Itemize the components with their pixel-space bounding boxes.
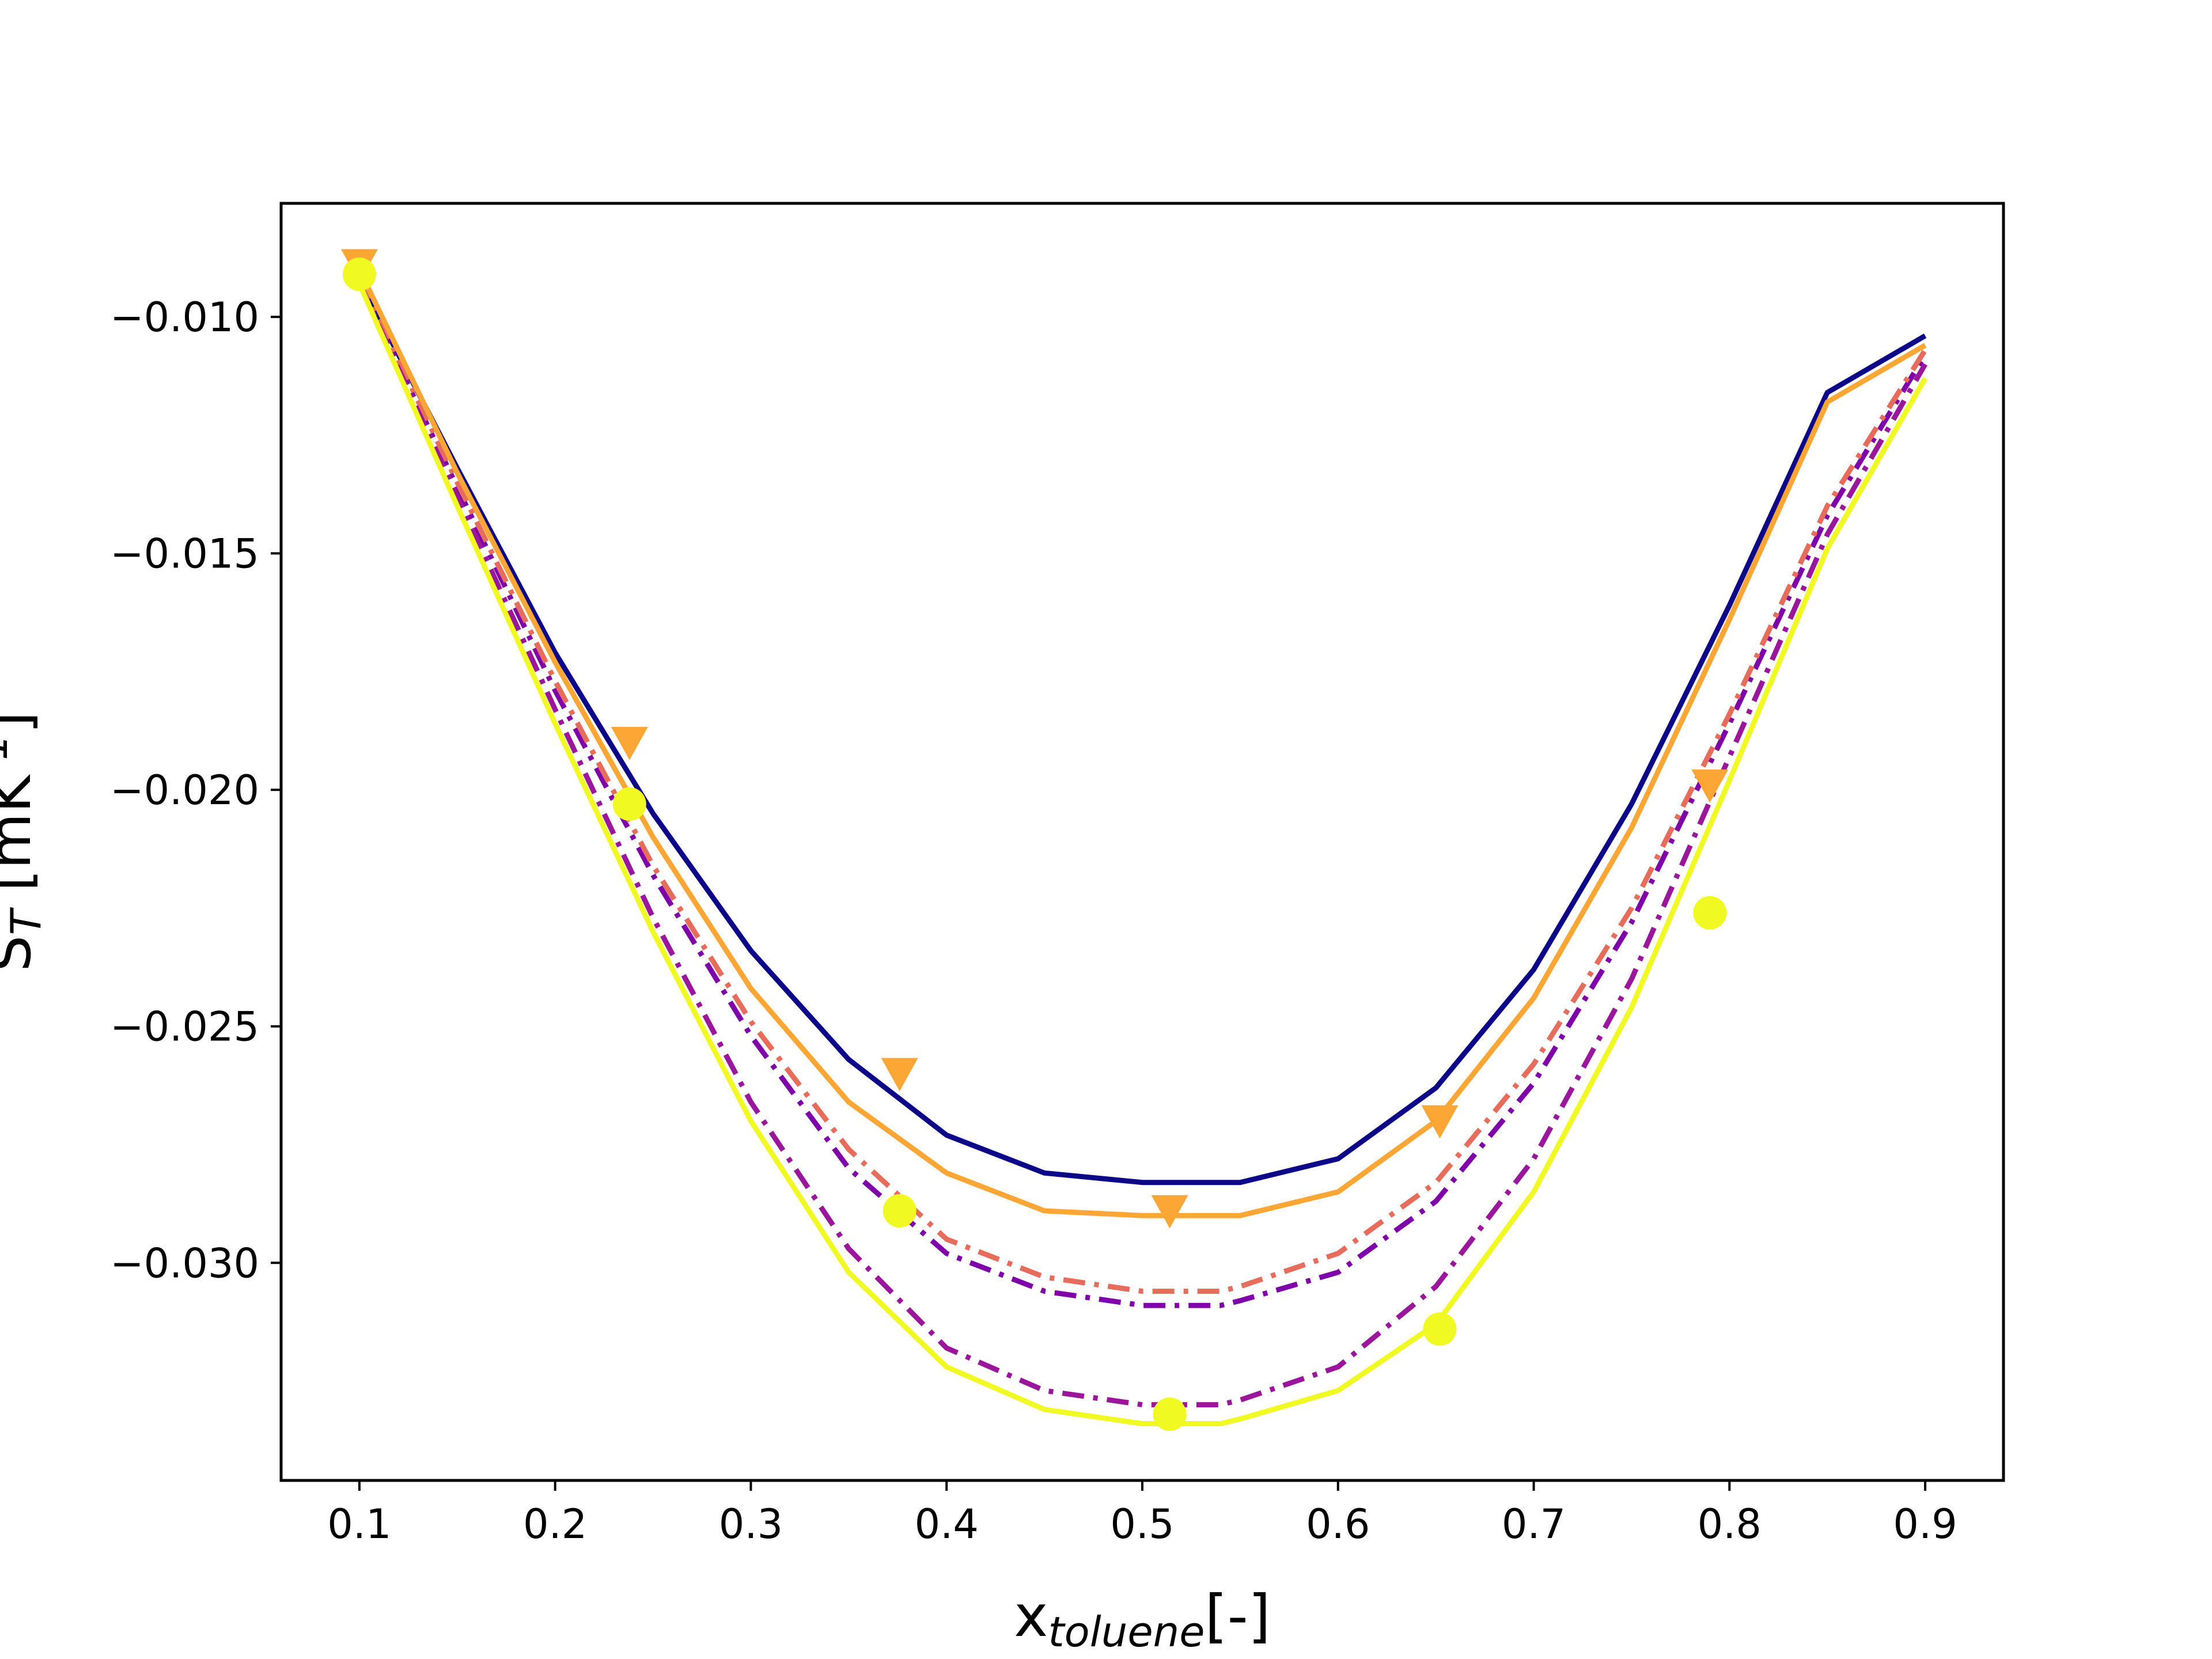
x-axis: 0.1 0.2 0.3 0.4 0.5 0.6 0.7 0.8 0.9 xyxy=(327,1480,1957,1548)
marker-layer xyxy=(340,249,1729,1431)
plot-area xyxy=(279,202,2005,1482)
x-tick-label: 0.6 xyxy=(1306,1501,1370,1548)
y-tick-label: −0.015 xyxy=(110,531,259,578)
y-axis-title: ST [mK-1] xyxy=(0,711,50,972)
y-axis: −0.030 −0.025 −0.020 −0.015 −0.010 xyxy=(110,294,281,1287)
series-6-marker xyxy=(612,787,646,821)
series-5-marker xyxy=(611,726,648,760)
y-axis-title-main: S xyxy=(0,935,44,972)
x-tick-label: 0.3 xyxy=(719,1501,783,1548)
series-6-marker xyxy=(1423,1312,1457,1346)
series-6-marker xyxy=(1693,896,1727,930)
x-axis-title-sub: toluene xyxy=(1048,1608,1205,1656)
y-tick-label: −0.025 xyxy=(110,1003,259,1051)
x-axis-title-suffix: [-] xyxy=(1205,1582,1271,1650)
x-tick-label: 0.7 xyxy=(1502,1501,1566,1548)
y-tick-label: −0.030 xyxy=(110,1240,259,1287)
y-axis-title-suffix: [mK xyxy=(0,774,44,910)
x-tick-label: 0.4 xyxy=(915,1501,979,1548)
series-5-marker xyxy=(1691,769,1729,803)
x-axis-title-main: x xyxy=(1014,1582,1048,1650)
series-line-1 xyxy=(357,278,1927,1185)
y-axis-title-sub: T xyxy=(2,907,50,935)
series-line-3 xyxy=(357,278,1927,1294)
series-5-marker xyxy=(1151,1195,1188,1229)
series-6-marker xyxy=(1153,1397,1187,1431)
series-5-marker xyxy=(881,1058,918,1092)
y-axis-title-sup: -1 xyxy=(0,734,17,775)
y-tick-label: −0.020 xyxy=(110,767,259,814)
x-tick-label: 0.1 xyxy=(327,1501,391,1548)
series-5-marker xyxy=(1421,1105,1459,1139)
series-line-4 xyxy=(357,282,1928,1408)
series-6-marker xyxy=(342,257,376,291)
x-tick-label: 0.8 xyxy=(1698,1501,1762,1548)
x-tick-label: 0.5 xyxy=(1110,1501,1174,1548)
x-axis-title: xtoluene[-] xyxy=(1014,1582,1270,1656)
x-tick-label: 0.9 xyxy=(1893,1501,1957,1548)
y-tick-label: −0.010 xyxy=(110,294,259,341)
y-axis-title-close: ] xyxy=(0,711,44,734)
x-tick-label: 0.2 xyxy=(523,1501,587,1548)
series-6-marker xyxy=(882,1194,916,1228)
